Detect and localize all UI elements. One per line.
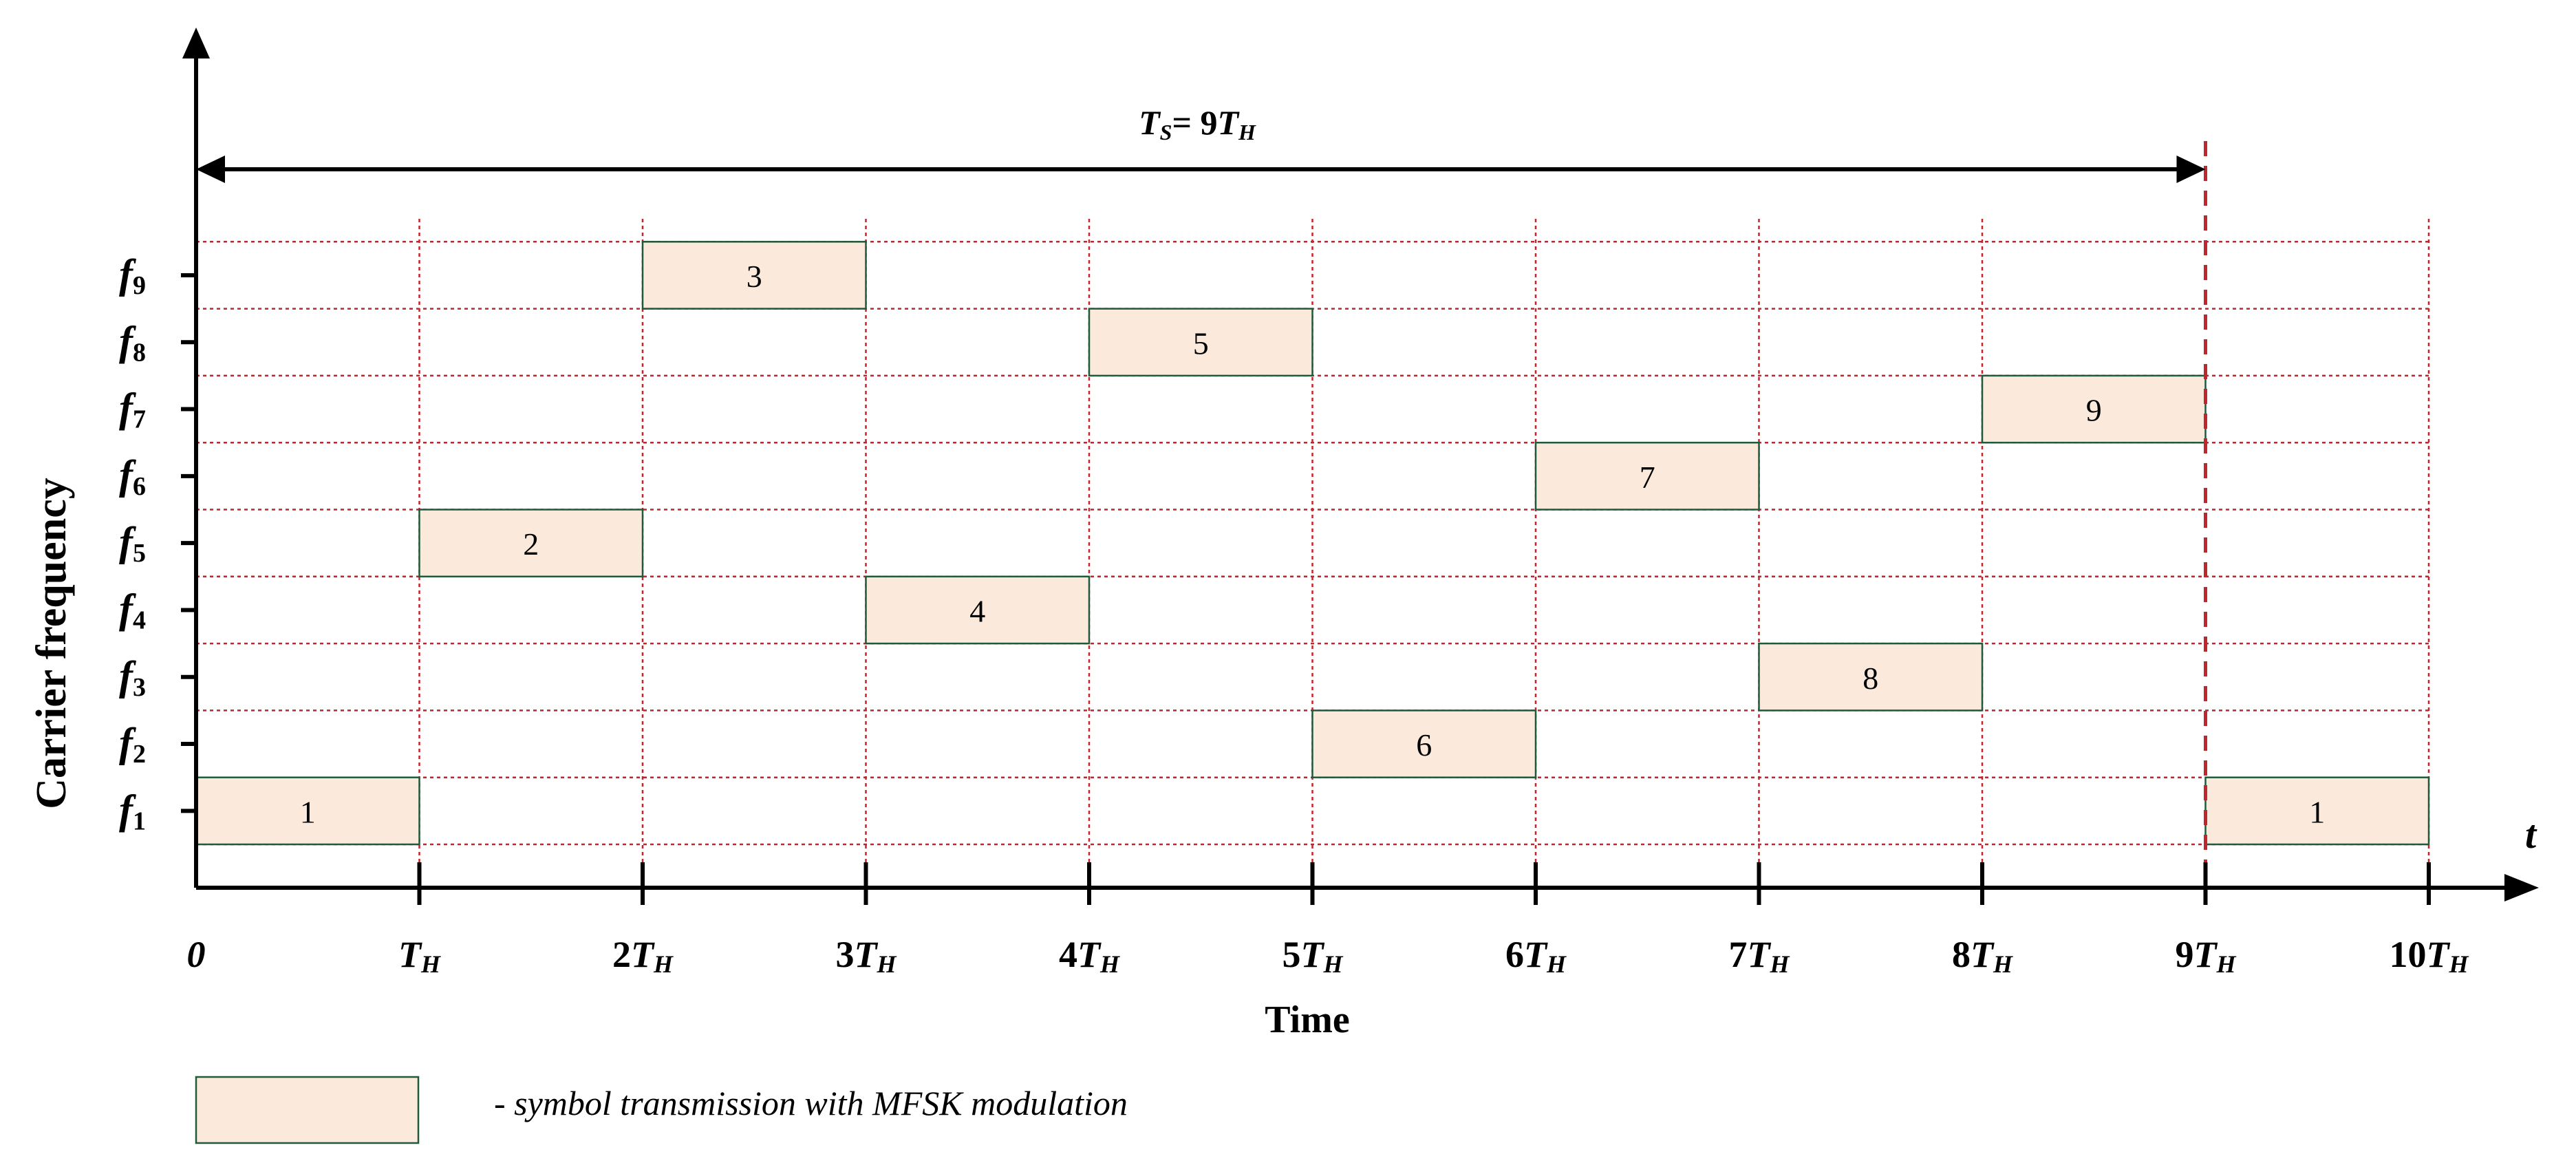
frequency-label: f2 (119, 720, 146, 769)
time-tick-labels: 0 TH 2TH 3TH 4TH 5TH 6TH 7TH 8TH 9TH 10TH (187, 934, 2469, 978)
time-tick-label: TH (398, 934, 441, 978)
time-tick-label: 3TH (835, 934, 897, 978)
hop-cell (1311, 709, 1537, 778)
time-tick-label: 0 (187, 934, 206, 975)
period-label: TS= 9TH (1139, 103, 1256, 145)
hop-label: 6 (1416, 727, 1432, 762)
time-tick-label: 9TH (2175, 934, 2236, 978)
frequency-label: f7 (119, 385, 146, 434)
time-tick-label: 6TH (1505, 934, 1567, 978)
frequency-label: f3 (119, 653, 146, 702)
hop-cell (865, 575, 1091, 645)
hop-label: 7 (1640, 460, 1655, 495)
y-axis-title: Carrier frequency (28, 478, 75, 809)
frequency-label: f4 (119, 586, 146, 634)
x-axis-variable: t (2525, 812, 2537, 857)
frequency-label: f5 (119, 519, 146, 568)
hop-label: 1 (300, 794, 316, 829)
axes (181, 28, 2539, 905)
hop-cells: 1 2 3 4 5 6 7 8 9 1 (195, 241, 2430, 846)
hop-cell (1088, 308, 1313, 377)
hop-cell (1758, 642, 1984, 712)
hop-label: 1 (2309, 794, 2325, 829)
frequency-label: f8 (119, 318, 146, 367)
time-tick-label: 8TH (1952, 934, 2013, 978)
hop-label: 8 (1863, 661, 1878, 696)
hop-label: 3 (747, 259, 762, 294)
frequency-label: f6 (119, 452, 146, 501)
time-tick-label: 10TH (2389, 934, 2469, 978)
period-arrow (196, 156, 2206, 183)
period-arrow-right-head (2176, 156, 2206, 183)
time-tick-label: 5TH (1282, 934, 1343, 978)
x-axis-arrowhead (2504, 874, 2539, 901)
hop-cell (2204, 776, 2430, 846)
y-axis-arrowhead (182, 28, 210, 58)
hop-cell (641, 241, 867, 310)
hop-cell (418, 509, 644, 578)
legend-text: - symbol transmission with MFSK modulati… (494, 1084, 1128, 1122)
hop-label: 9 (2086, 393, 2102, 428)
frequency-label: f1 (119, 787, 146, 835)
hop-label: 4 (969, 593, 985, 628)
time-tick-label: 4TH (1059, 934, 1120, 978)
hop-cell (1981, 374, 2207, 444)
hop-label: 2 (523, 526, 539, 562)
time-tick-label: 2TH (612, 934, 674, 978)
time-tick-label: 7TH (1728, 934, 1790, 978)
frequency-label: f9 (119, 251, 146, 300)
hop-cell (195, 776, 420, 846)
period-arrow-left-head (196, 156, 225, 183)
frequency-labels: f1 f2 f3 f4 f5 f6 f7 f8 f9 (119, 251, 146, 835)
x-axis-title: Time (1265, 999, 1349, 1041)
hop-cell (1534, 441, 1760, 511)
hop-label: 5 (1193, 325, 1209, 361)
legend-swatch (195, 1076, 420, 1144)
